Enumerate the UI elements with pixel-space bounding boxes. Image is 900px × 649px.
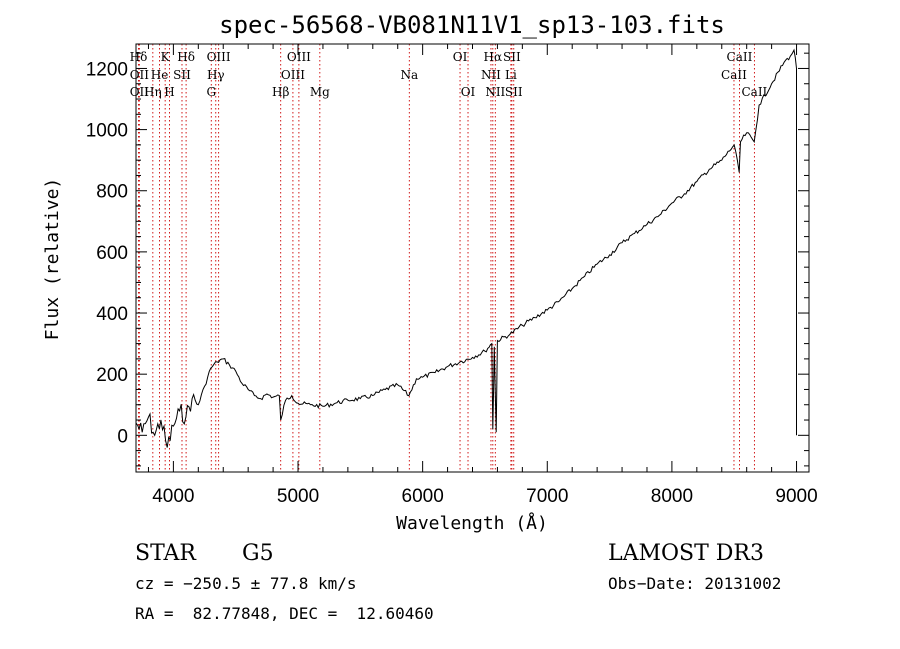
emission-line-markers: [138, 44, 755, 472]
line-marker-label: OI: [461, 85, 476, 99]
line-marker-label: OI: [453, 50, 468, 64]
plot-frame: [135, 43, 810, 473]
y-tick-label: 0: [117, 426, 128, 447]
x-axis-ticks: 4000 5000 6000 7000 8000 9000: [147, 44, 818, 507]
redshift-cz: cz = −250.5 ± 77.8 km/s: [135, 574, 357, 593]
line-marker-label: SII: [503, 50, 521, 64]
x-tick-label: 4000: [152, 486, 194, 507]
line-marker-label: CaII: [727, 50, 753, 64]
line-marker-label: CaII: [721, 68, 747, 82]
object-class: STAR: [135, 541, 196, 566]
line-marker-label: OIII: [287, 50, 311, 64]
line-marker-label: Na: [400, 68, 418, 82]
line-marker-label: NII: [485, 85, 505, 99]
x-tick-label: 5000: [277, 486, 319, 507]
line-marker-label: He: [151, 68, 169, 82]
line-marker-label: Hδ: [130, 50, 148, 64]
line-marker-label: Li: [505, 68, 517, 82]
sky-coordinates: RA = 82.77848, DEC = 12.60460: [135, 604, 434, 623]
line-marker-label: OII: [130, 85, 150, 99]
line-marker-label: Hα: [484, 50, 503, 64]
line-marker-label: SII: [505, 85, 523, 99]
line-marker-label: Hγ: [207, 68, 225, 82]
spectrum-line: [135, 48, 797, 448]
line-marker-label: OIII: [281, 68, 305, 82]
line-marker-label: Hη: [144, 85, 162, 99]
survey-name: LAMOST DR3: [608, 541, 764, 566]
observation-date: Obs−Date: 20131002: [608, 574, 782, 593]
line-marker-label: K: [161, 50, 171, 64]
y-tick-label: 600: [96, 243, 128, 264]
y-tick-label: 200: [96, 365, 128, 386]
object-subclass: G5: [242, 541, 274, 566]
x-tick-label: 9000: [775, 486, 817, 507]
x-tick-label: 7000: [526, 486, 568, 507]
y-axis-ticks: 0 200 400 600 800 1000 1200: [86, 52, 809, 467]
line-marker-label: H: [164, 85, 174, 99]
line-marker-label: NII: [481, 68, 501, 82]
line-marker-label: Hβ: [272, 85, 289, 99]
y-axis-label: Flux (relative): [42, 178, 63, 341]
line-marker-label: OIII: [207, 50, 231, 64]
line-marker-label: OII: [130, 68, 150, 82]
y-tick-label: 1000: [86, 121, 128, 142]
chart-title: spec-56568-VB081N11V1_sp13-103.fits: [219, 11, 725, 39]
line-marker-label: G: [206, 85, 216, 99]
line-marker-label: CaII: [741, 85, 767, 99]
line-marker-label: SII: [173, 68, 191, 82]
y-tick-label: 800: [96, 182, 128, 203]
x-tick-label: 8000: [651, 486, 693, 507]
y-tick-label: 1200: [86, 59, 128, 80]
x-tick-label: 6000: [402, 486, 444, 507]
x-axis-label: Wavelength (Å): [396, 512, 548, 534]
line-marker-label: Hδ: [177, 50, 195, 64]
line-marker-label: Mg: [310, 85, 330, 99]
y-tick-label: 400: [96, 304, 128, 325]
